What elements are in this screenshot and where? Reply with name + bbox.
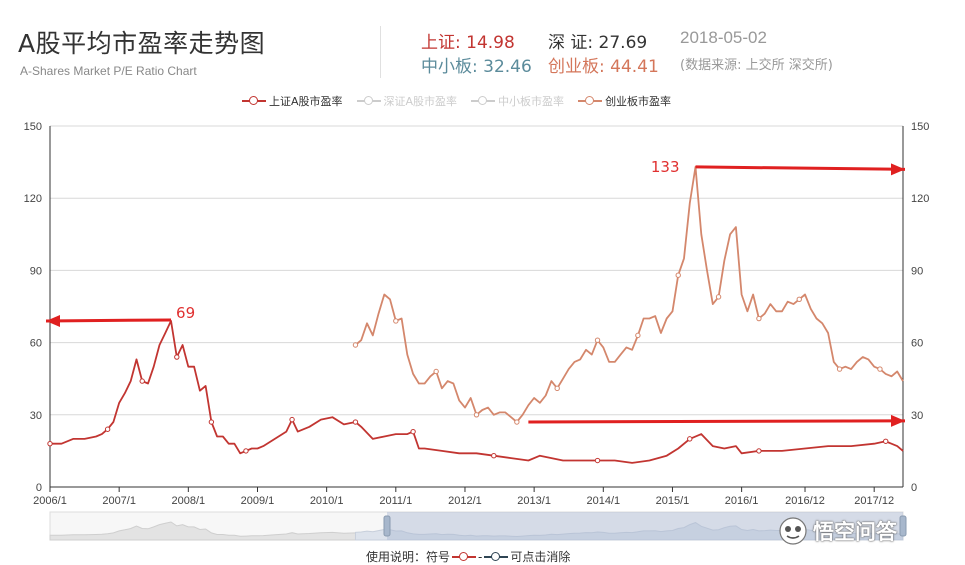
arrow-chinext-low-head: [891, 414, 905, 427]
annotation-133: 133: [651, 158, 680, 176]
data-point: [756, 315, 762, 322]
data-point: [715, 294, 722, 300]
data-point: [635, 332, 641, 339]
legend-symbol-icon: [242, 96, 266, 106]
stat-shanghai: 上证: 14.98: [421, 33, 515, 53]
arrow-chinext-low: [528, 419, 906, 424]
x-tick-label: 2012/1: [448, 495, 482, 507]
data-point: [877, 366, 883, 372]
stat-value: 14.98: [466, 33, 515, 53]
x-tick-label: 2008/1: [171, 495, 205, 507]
y-tick-label-right: 60: [911, 338, 923, 350]
x-tick-label: 2006/1: [33, 495, 67, 507]
y-tick-label-right: 90: [911, 265, 923, 277]
data-point: [491, 453, 497, 459]
data-point: [352, 419, 359, 425]
x-tick-label: 2016/1: [725, 495, 759, 507]
stat-chinext: 创业板: 44.41: [548, 57, 659, 77]
legend-item-shenzhen[interactable]: 深证A股市盈率: [356, 93, 457, 109]
x-tick-label: 2011/1: [379, 495, 412, 507]
data-point: [433, 368, 439, 375]
y-tick-label-right: 150: [911, 121, 929, 133]
data-point: [104, 426, 111, 432]
watermark-text: 悟空问答: [813, 520, 897, 544]
watermark: 悟空问答: [778, 516, 897, 546]
y-tick-label-left: 0: [36, 482, 42, 494]
stat-value: 44.41: [610, 57, 659, 77]
annotation-69: 69: [176, 304, 195, 322]
legend-item-shanghai[interactable]: 上证A股市盈率: [242, 93, 343, 109]
legend-symbol-blue-icon: [484, 551, 509, 562]
x-tick-label: 2016/12: [785, 495, 825, 507]
zoom-selection[interactable]: [387, 512, 903, 540]
legend-symbol-red-icon: [452, 551, 477, 562]
y-tick-label-left: 150: [24, 121, 42, 133]
usage-note: 使用说明：符号 - 可点击消除: [366, 549, 571, 565]
x-tick-label: 2017/12: [854, 495, 894, 507]
zoom-handle-right[interactable]: [899, 515, 907, 537]
data-point: [208, 419, 215, 425]
data-point: [47, 440, 53, 447]
legend-item-chinext[interactable]: 创业板市盈率: [578, 93, 671, 109]
stat-value: 27.69: [598, 33, 648, 53]
data-point: [514, 419, 520, 425]
data-point: [243, 448, 249, 454]
x-tick-label: 2009/1: [241, 495, 275, 507]
header-divider: [380, 26, 381, 78]
y-tick-label-left: 120: [24, 193, 42, 205]
data-point: [289, 416, 295, 423]
chart-subtitle: A-Shares Market P/E Ratio Chart: [20, 64, 197, 78]
data-point: [836, 366, 843, 372]
legend: 上证A股市盈率 深证A股市盈率 中小板市盈率 创业板市盈率: [242, 93, 671, 109]
wukong-logo-icon: [779, 517, 807, 545]
x-tick-label: 2007/1: [102, 495, 136, 507]
legend-symbol-icon: [471, 96, 496, 106]
legend-item-sme[interactable]: 中小板市盈率: [471, 93, 564, 109]
y-tick-label-left: 90: [30, 265, 42, 277]
y-tick-label-right: 120: [911, 193, 929, 205]
data-point: [352, 342, 359, 348]
y-tick-label-left: 60: [30, 338, 42, 350]
stat-sme-board: 中小板: 32.46: [421, 57, 532, 77]
x-tick-label: 2010/1: [310, 495, 344, 507]
data-point: [473, 412, 480, 418]
y-tick-label-right: 0: [911, 482, 917, 494]
data-point: [139, 378, 145, 384]
data-point: [174, 354, 180, 360]
data-point: [594, 337, 601, 343]
stat-value: 32.46: [483, 57, 532, 77]
x-tick-label: 2014/1: [586, 495, 620, 507]
arrow-shanghai-peak-head: [46, 314, 60, 327]
data-point: [410, 428, 416, 435]
x-tick-label: 2015/1: [656, 495, 690, 507]
arrow-shanghai-peak: [45, 318, 172, 323]
data-point: [883, 438, 889, 444]
series-line-chinext: [354, 165, 904, 423]
data-point: [594, 457, 601, 464]
zoom-preview-area: [354, 522, 904, 541]
stat-shenzhen: 深 证: 27.69: [548, 33, 648, 53]
data-point: [687, 436, 693, 442]
data-date: 2018-05-02: [680, 28, 767, 47]
data-point: [796, 296, 802, 302]
chart-title: A股平均市盈率走势图: [18, 29, 266, 58]
legend-symbol-icon: [356, 96, 381, 106]
arrow-chinext-peak: [695, 165, 906, 171]
y-tick-label-left: 30: [30, 410, 42, 422]
data-point: [554, 385, 560, 392]
zoom-handle-left[interactable]: [383, 515, 391, 537]
y-tick-label-right: 30: [911, 410, 923, 422]
data-point: [675, 272, 681, 278]
data-point: [756, 448, 762, 454]
series-line-shanghai: [50, 319, 904, 464]
data-point: [393, 318, 399, 324]
legend-symbol-icon: [578, 96, 603, 106]
data-source: (数据来源: 上交所 深交所): [680, 58, 833, 73]
arrow-chinext-peak-head: [891, 163, 905, 176]
x-tick-label: 2013/1: [517, 495, 551, 507]
